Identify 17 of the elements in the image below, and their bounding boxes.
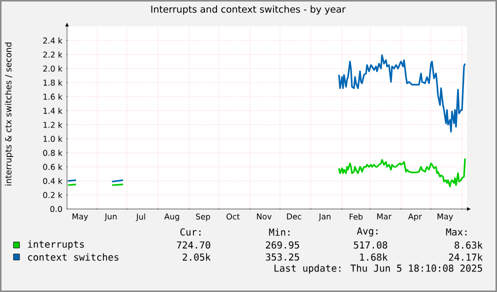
text: 24.17k xyxy=(448,253,483,261)
text: 8.63k xyxy=(454,241,483,249)
text: Cur: xyxy=(180,228,200,236)
text: 353.25 xyxy=(266,253,300,261)
legend-label: interrupts xyxy=(28,240,84,250)
text: 724.70 xyxy=(176,241,210,249)
y-axis-title: interrupts & ctx switches / second xyxy=(4,42,14,186)
text: 2.05k xyxy=(182,253,211,261)
chart-title: Interrupts and context switches - by year xyxy=(151,5,346,15)
text: 1.68k xyxy=(360,253,388,261)
text: Avg: xyxy=(356,227,378,237)
text: Min: xyxy=(269,228,290,236)
text: Max: xyxy=(446,228,466,236)
text: Last update: Thu Jun 5 18:10:08 2025 xyxy=(274,264,482,274)
text: 517.08 xyxy=(354,241,388,249)
text: 269.95 xyxy=(266,241,300,249)
legend-label: context switches xyxy=(28,253,118,261)
